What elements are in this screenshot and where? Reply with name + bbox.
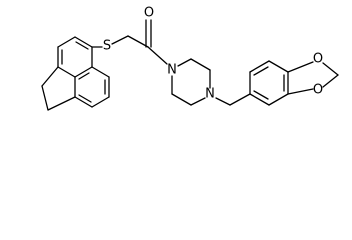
atom-label: N [205, 87, 215, 102]
atom-label: N [167, 63, 177, 78]
molecule-diagram: S O N N O O [41, 6, 339, 111]
atom-label: O [144, 6, 154, 21]
atom-label: O [313, 52, 323, 67]
atom-label: O [313, 83, 323, 98]
atom-label: S [103, 39, 111, 54]
atom-labels: S O N N O O [103, 6, 323, 102]
bonds [41, 19, 339, 111]
